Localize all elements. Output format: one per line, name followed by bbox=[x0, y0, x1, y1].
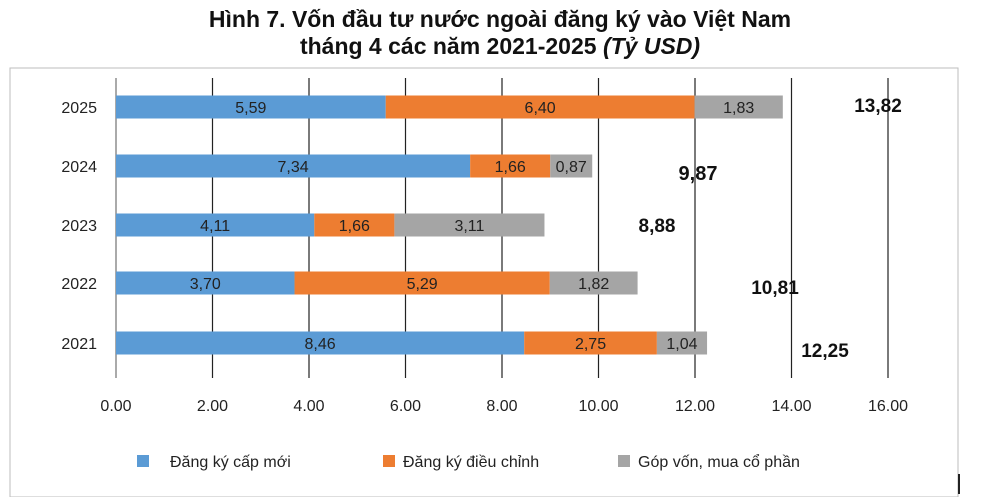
total-label: 13,82 bbox=[854, 96, 902, 117]
data-label: 5,59 bbox=[235, 100, 266, 117]
chart-title-main: tháng 4 các năm 2021-2025 bbox=[299, 33, 603, 59]
category-label: 2023 bbox=[61, 218, 97, 235]
data-label: 4,11 bbox=[200, 218, 230, 235]
bar-segment bbox=[470, 154, 551, 178]
data-label: 2,75 bbox=[575, 336, 606, 353]
bar-segment bbox=[294, 271, 550, 295]
legend-swatch bbox=[618, 455, 630, 467]
x-tick-label: 10.00 bbox=[578, 398, 618, 415]
data-label: 3,70 bbox=[190, 276, 221, 293]
x-tick-label: 6.00 bbox=[390, 398, 421, 415]
data-label: 1,66 bbox=[495, 159, 526, 176]
plot-frame bbox=[9, 67, 959, 497]
data-label: 3,11 bbox=[454, 218, 484, 235]
data-label: 1,66 bbox=[339, 218, 370, 235]
data-label: 1,04 bbox=[666, 336, 697, 353]
data-label: 1,83 bbox=[723, 100, 754, 117]
chart-title-line2: tháng 4 các năm 2021-2025 (Tỷ USD) bbox=[0, 33, 1000, 59]
chart-title-unit: (Tỷ USD) bbox=[602, 33, 701, 59]
legend-label: Đăng ký cấp mới bbox=[170, 454, 291, 471]
data-label: 1,82 bbox=[578, 276, 609, 293]
total-label: 12,25 bbox=[801, 341, 849, 362]
data-label: 0,87 bbox=[556, 159, 587, 176]
bar-segment bbox=[394, 213, 545, 237]
category-label: 2024 bbox=[61, 159, 97, 176]
bar-segment bbox=[656, 331, 708, 355]
bar-segment bbox=[116, 271, 295, 295]
x-tick-label: 16.00 bbox=[868, 398, 908, 415]
category-label: 2022 bbox=[61, 276, 97, 293]
x-tick-label: 4.00 bbox=[293, 398, 324, 415]
x-tick-label: 12.00 bbox=[675, 398, 715, 415]
category-label: 2021 bbox=[61, 336, 97, 353]
data-label: 5,29 bbox=[407, 276, 438, 293]
bar-segment bbox=[116, 331, 525, 355]
bar-segment bbox=[550, 154, 593, 178]
bar-segment bbox=[116, 213, 315, 237]
x-tick-label: 14.00 bbox=[771, 398, 811, 415]
bar-segment bbox=[385, 95, 695, 119]
category-label: 2025 bbox=[61, 100, 97, 117]
data-label: 6,40 bbox=[525, 100, 556, 117]
data-label: 7,34 bbox=[278, 159, 309, 176]
x-tick-label: 2.00 bbox=[197, 398, 228, 415]
bar-segment bbox=[116, 95, 386, 119]
legend-label: Đăng ký điều chỉnh bbox=[403, 454, 539, 471]
x-tick-label: 0.00 bbox=[100, 398, 131, 415]
bar-segment bbox=[524, 331, 657, 355]
data-label: 8,46 bbox=[305, 336, 336, 353]
total-label: 10,81 bbox=[751, 278, 799, 299]
bar-segment bbox=[314, 213, 395, 237]
frame-edge-mark bbox=[958, 474, 960, 494]
legend-swatch bbox=[383, 455, 395, 467]
chart-title-line1: Hình 7. Vốn đầu tư nước ngoài đăng ký và… bbox=[208, 6, 792, 32]
total-label: 9,87 bbox=[679, 163, 718, 185]
x-tick-label: 8.00 bbox=[486, 398, 517, 415]
legend-label: Góp vốn, mua cổ phần bbox=[638, 453, 800, 471]
legend-swatch bbox=[137, 455, 149, 467]
bar-segment bbox=[116, 154, 471, 178]
bar-segment bbox=[549, 271, 638, 295]
bar-segment bbox=[694, 95, 783, 119]
total-label: 8,88 bbox=[639, 216, 676, 237]
